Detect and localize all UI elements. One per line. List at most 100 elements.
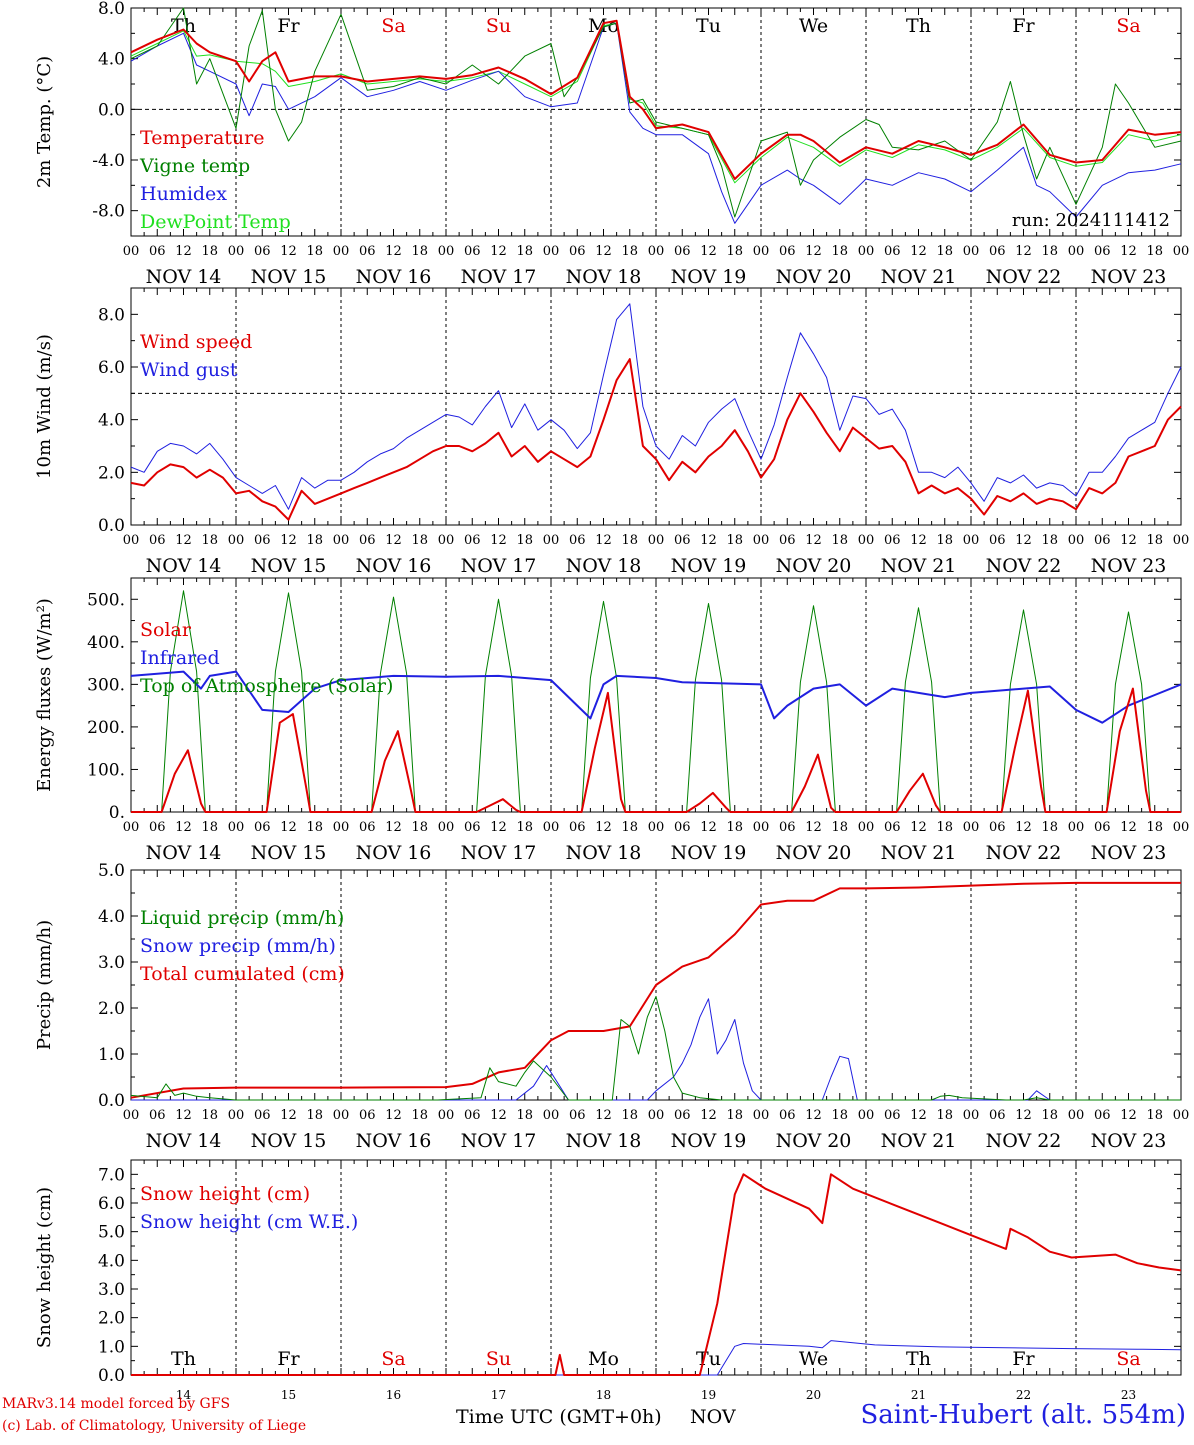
hour-tick-label: 00 [438,820,455,835]
series-line [130,303,1182,510]
hour-tick-label: 18 [621,1108,638,1123]
hour-tick-label: 12 [910,244,927,259]
hour-tick-label: 12 [595,820,612,835]
date-label: NOV 18 [566,266,642,288]
hour-tick-label: 00 [648,533,665,548]
legend-entry: Liquid precip (mm/h) [140,907,344,929]
hour-tick-label: 00 [858,533,875,548]
hour-tick-label: 12 [595,533,612,548]
hour-tick-label: 00 [123,533,140,548]
weekday-label: Fr [1012,15,1035,37]
hour-tick-label: 00 [648,820,665,835]
hour-tick-label: 12 [910,820,927,835]
day-number-label: 21 [911,1388,926,1402]
day-number-label: 20 [806,1388,821,1402]
date-label: NOV 18 [566,842,642,864]
y-tick-label: 5.0 [98,861,125,881]
hour-tick-label: 00 [858,1108,875,1123]
hour-tick-label: 00 [1068,1108,1085,1123]
hour-tick-label: 00 [438,533,455,548]
y-tick-label: 100. [87,760,125,780]
hour-tick-label: 18 [726,244,743,259]
weekday-label: Fr [1012,1348,1035,1370]
date-label: NOV 19 [671,555,747,577]
hour-tick-label: 18 [726,533,743,548]
x-axis-label: Time UTC (GMT+0h) [456,1406,662,1428]
hour-tick-label: 18 [726,1108,743,1123]
hour-tick-label: 00 [648,1108,665,1123]
hour-tick-label: 00 [333,533,350,548]
series-line [131,687,1181,813]
hour-tick-label: 06 [884,244,901,259]
model-credit: MARv3.14 model forced by GFS [2,1396,231,1412]
hour-tick-label: 06 [569,1108,586,1123]
hour-tick-label: 18 [621,244,638,259]
hour-tick-label: 06 [989,1108,1006,1123]
hour-tick-label: 18 [1146,820,1163,835]
hour-tick-label: 00 [1068,820,1085,835]
lab-credit: (c) Lab. of Climatology, University of L… [2,1418,307,1434]
date-label: NOV 20 [776,266,852,288]
hour-tick-label: 12 [1120,820,1137,835]
hour-tick-label: 18 [936,533,953,548]
hour-tick-label: 06 [569,533,586,548]
weekday-label: Sa [381,15,405,37]
legend-entry: Snow height (cm W.E.) [140,1211,358,1233]
date-label: NOV 23 [1091,1130,1167,1152]
hour-tick-label: 06 [779,533,796,548]
series-line [130,670,1182,724]
hour-tick-label: 00 [123,244,140,259]
hour-tick-label: 06 [779,1108,796,1123]
hour-tick-label: 18 [201,820,218,835]
hour-tick-label: 00 [228,820,245,835]
hour-tick-label: 12 [175,533,192,548]
hour-tick-label: 06 [359,820,376,835]
hour-tick-label: 12 [280,244,297,259]
date-label: NOV 16 [356,842,432,864]
hour-tick-label: 06 [884,533,901,548]
hour-tick-label: 00 [333,244,350,259]
hour-tick-label: 06 [254,1108,271,1123]
series-line [130,22,1182,224]
y-axis-label: 2m Temp. (°C) [34,56,55,188]
hour-tick-label: 12 [385,820,402,835]
hour-tick-label: 12 [805,1108,822,1123]
date-label: NOV 15 [251,555,327,577]
date-label: NOV 18 [566,1130,642,1152]
hour-tick-label: 18 [306,820,323,835]
hour-tick-label: 12 [700,533,717,548]
hour-tick-label: 00 [1173,1108,1190,1123]
hour-tick-label: 00 [543,244,560,259]
day-number-label: 22 [1016,1388,1031,1402]
hour-tick-label: 12 [1015,533,1032,548]
day-number-label: 14 [176,1388,192,1402]
y-tick-label: 0.0 [98,516,125,536]
series-line [131,998,1181,1101]
hour-tick-label: 06 [464,244,481,259]
hour-tick-label: 12 [175,244,192,259]
hour-tick-label: 18 [1146,1108,1163,1123]
hour-tick-label: 12 [700,1108,717,1123]
plot-frame [130,287,1182,526]
hour-tick-label: 12 [805,533,822,548]
hour-tick-label: 00 [438,244,455,259]
hour-tick-label: 00 [963,1108,980,1123]
hour-tick-label: 00 [963,244,980,259]
y-tick-label: 6.0 [98,358,125,378]
date-label: NOV 14 [146,1130,222,1152]
hour-tick-label: 00 [1173,244,1190,259]
legend-entry: Humidex [140,183,227,205]
hour-tick-label: 00 [333,820,350,835]
date-label: NOV 23 [1091,555,1167,577]
hour-tick-label: 12 [490,533,507,548]
weekday-label: Fr [277,1348,300,1370]
y-tick-label: 8.0 [98,305,125,325]
date-label: NOV 19 [671,266,747,288]
hour-tick-label: 06 [149,533,166,548]
weekday-label: We [799,15,828,37]
day-number-label: 17 [491,1388,506,1402]
y-tick-label: 0.0 [98,1366,125,1386]
hour-tick-label: 18 [411,820,428,835]
weekday-label: Th [906,15,931,37]
